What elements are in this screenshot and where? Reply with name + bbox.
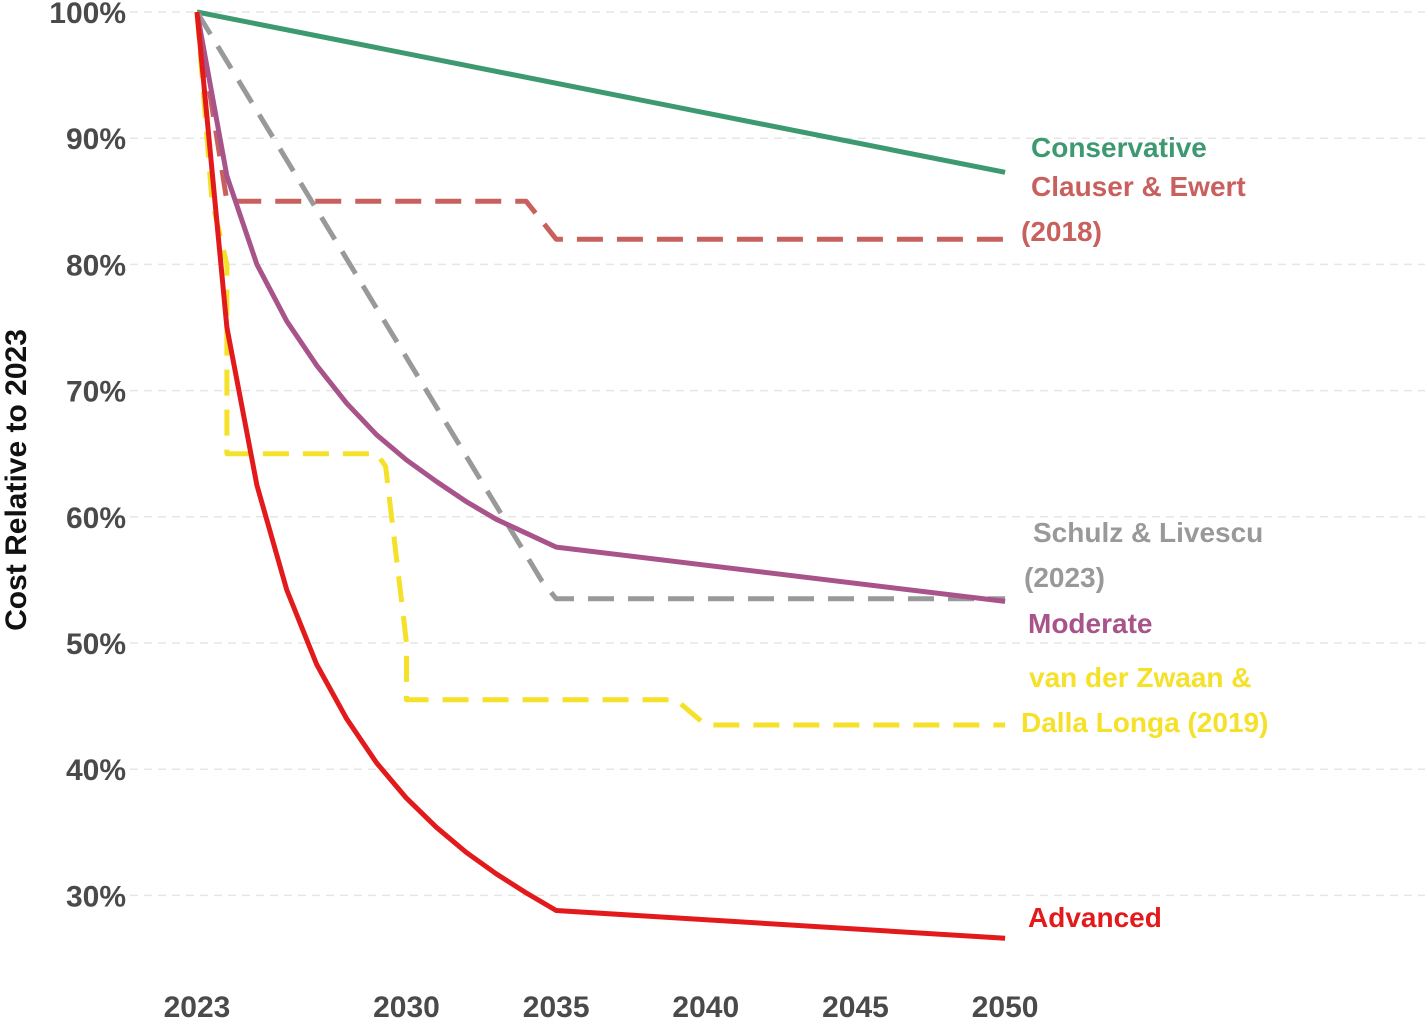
- y-tick-label: 70%: [66, 376, 126, 409]
- series-line-conservative: [196, 9, 1006, 175]
- y-axis-ticks: 30% 40% 50% 60% 70% 80% 90% 100%: [49, 0, 126, 913]
- series-label: (2018): [1021, 216, 1102, 247]
- series-line-moderate: [194, 11, 1006, 604]
- x-axis-ticks: 2023 2030 2035 2040 2045 2050: [164, 991, 1039, 1021]
- y-tick-label: 100%: [49, 0, 126, 30]
- series-label: Dalla Longa (2019): [1021, 707, 1268, 738]
- x-tick-label: 2035: [523, 991, 590, 1021]
- gridlines: [130, 11, 1425, 897]
- x-tick-label: 2045: [822, 991, 889, 1021]
- series-line-advanced: [194, 11, 1006, 941]
- y-tick-label: 30%: [66, 880, 126, 913]
- series-line-schulz-livescu-2023: [194, 10, 1006, 602]
- y-tick-label: 60%: [66, 502, 126, 535]
- series-lines: [194, 9, 1006, 941]
- y-tick-label: 80%: [66, 249, 126, 282]
- x-tick-label: 2030: [373, 991, 440, 1021]
- y-tick-label: 40%: [66, 754, 126, 787]
- series-label: Moderate: [1028, 608, 1152, 639]
- series-line-clauser-ewert-2018: [194, 11, 1006, 242]
- series-line-van-der-zwaan-dalla-longa-2019: [194, 11, 1006, 728]
- series-label: van der Zwaan &: [1029, 662, 1252, 693]
- series-label: (2023): [1024, 562, 1105, 593]
- x-tick-label: 2023: [164, 991, 231, 1021]
- series-label: Advanced: [1028, 902, 1162, 933]
- series-label: Schulz & Livescu: [1033, 517, 1263, 548]
- series-label: Clauser & Ewert: [1031, 171, 1246, 202]
- x-tick-label: 2040: [672, 991, 739, 1021]
- x-tick-label: 2050: [972, 991, 1039, 1021]
- series-label: Conservative: [1031, 132, 1207, 163]
- y-axis-title: Cost Relative to 2023: [0, 329, 33, 631]
- y-tick-label: 50%: [66, 628, 126, 661]
- y-tick-label: 90%: [66, 123, 126, 156]
- series-labels: Conservative Clauser & Ewert (2018) Schulz …: [1021, 132, 1268, 933]
